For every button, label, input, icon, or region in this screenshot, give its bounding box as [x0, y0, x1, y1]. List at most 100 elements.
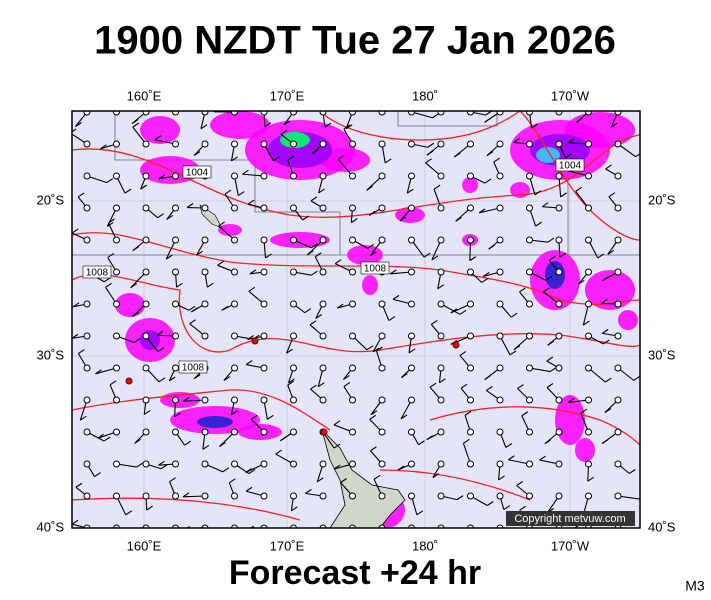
wind-barb-tick	[430, 319, 438, 325]
wind-station	[408, 396, 415, 404]
wind-barb-tick	[535, 221, 542, 227]
wind-station	[408, 364, 415, 372]
wind-station	[83, 140, 91, 148]
wind-station	[526, 111, 533, 116]
wind-barb-tick	[400, 414, 408, 420]
wind-barb-tick	[247, 335, 254, 340]
wind-station	[526, 268, 533, 276]
wind-barb-tick	[543, 287, 550, 293]
wind-station	[378, 172, 386, 180]
wind-barb	[588, 367, 606, 383]
precipitation	[218, 224, 242, 236]
wind-station	[555, 236, 563, 244]
wind-barb-tick	[196, 250, 203, 256]
wind-barb-tick	[565, 153, 572, 159]
wind-station	[349, 492, 356, 500]
wind-barb	[130, 271, 147, 289]
precipitation	[462, 177, 478, 193]
wind-station	[290, 111, 297, 116]
wind-station	[290, 204, 297, 212]
heavy-precipitation	[280, 132, 310, 148]
wind-barb-tick	[577, 279, 585, 285]
isobar	[319, 111, 521, 141]
wind-station	[585, 172, 592, 180]
wind-station	[231, 204, 238, 212]
wind-station	[201, 300, 209, 308]
wind-station	[349, 396, 356, 404]
wind-station	[349, 268, 356, 276]
wind-barb-tick	[388, 316, 396, 322]
contour-label-box	[360, 261, 390, 275]
wind-barb-tick	[337, 154, 345, 160]
wind-station	[614, 492, 622, 500]
wind-barb	[337, 158, 353, 177]
wind-station	[437, 111, 445, 116]
wind-station	[231, 332, 238, 340]
wind-barb-tick	[158, 174, 166, 180]
heavy-precipitation	[545, 261, 565, 289]
map-frame	[71, 110, 641, 529]
wind-barb-tick	[541, 202, 549, 208]
wind-barb-tick	[601, 328, 609, 334]
isobar	[72, 232, 640, 306]
wind-station	[349, 428, 356, 436]
wind-barb-tick	[267, 414, 274, 420]
wind-station	[585, 111, 592, 116]
wind-barb-tick	[132, 122, 140, 128]
wind-station	[260, 396, 268, 404]
wind-barb-tick	[350, 218, 358, 224]
wind-station	[290, 236, 297, 244]
wind-station	[231, 140, 238, 148]
wind-barb-tick	[416, 510, 424, 516]
wind-station	[231, 428, 238, 436]
precipitation	[585, 270, 635, 310]
wind-station	[614, 396, 622, 404]
wind-barb	[132, 126, 147, 145]
wind-barb-tick	[425, 158, 432, 164]
wind-barb-tick	[597, 253, 605, 259]
wind-station	[437, 460, 445, 468]
wind-station	[349, 172, 356, 180]
wind-station	[555, 492, 563, 500]
wind-station	[585, 492, 592, 500]
wind-station	[614, 111, 622, 116]
wind-station	[319, 236, 327, 244]
wind-barb-tick	[95, 369, 102, 375]
wind-station	[555, 268, 563, 276]
wind-barb-tick	[288, 378, 295, 384]
bottom-lon-label: 180˚	[412, 538, 438, 553]
wind-station	[83, 300, 91, 308]
wind-station	[496, 236, 504, 244]
wind-barb	[79, 399, 88, 421]
contour-label-box	[178, 360, 208, 374]
wind-barb-tick	[231, 410, 238, 416]
wind-barb-tick	[460, 383, 468, 389]
wind-barb-tick	[103, 436, 111, 442]
wind-station	[437, 236, 445, 244]
wind-station	[467, 364, 474, 372]
wind-station	[113, 140, 120, 148]
wind-barb-tick	[186, 203, 194, 208]
wind-station	[614, 236, 622, 244]
wind-station	[201, 396, 209, 404]
wind-barb-tick	[635, 153, 640, 158]
wind-barb	[165, 239, 176, 260]
wind-station	[378, 300, 386, 308]
wind-barb-tick	[484, 117, 491, 123]
wind-station	[290, 396, 297, 404]
wind-station	[437, 364, 445, 372]
wind-station	[467, 268, 474, 276]
wind-barb-tick	[136, 462, 143, 468]
wind-barb	[582, 303, 590, 326]
wind-barb-tick	[310, 196, 318, 202]
wind-barb-tick	[487, 501, 494, 506]
wind-station	[467, 172, 474, 180]
wind-station	[319, 460, 327, 468]
wind-barb-tick	[486, 386, 493, 391]
wind-station	[378, 396, 386, 404]
wind-barb-tick	[221, 305, 229, 311]
wind-station	[378, 460, 386, 468]
wind-barb-tick	[283, 120, 291, 126]
wind-barb-tick	[488, 244, 495, 250]
marker	[125, 377, 133, 385]
